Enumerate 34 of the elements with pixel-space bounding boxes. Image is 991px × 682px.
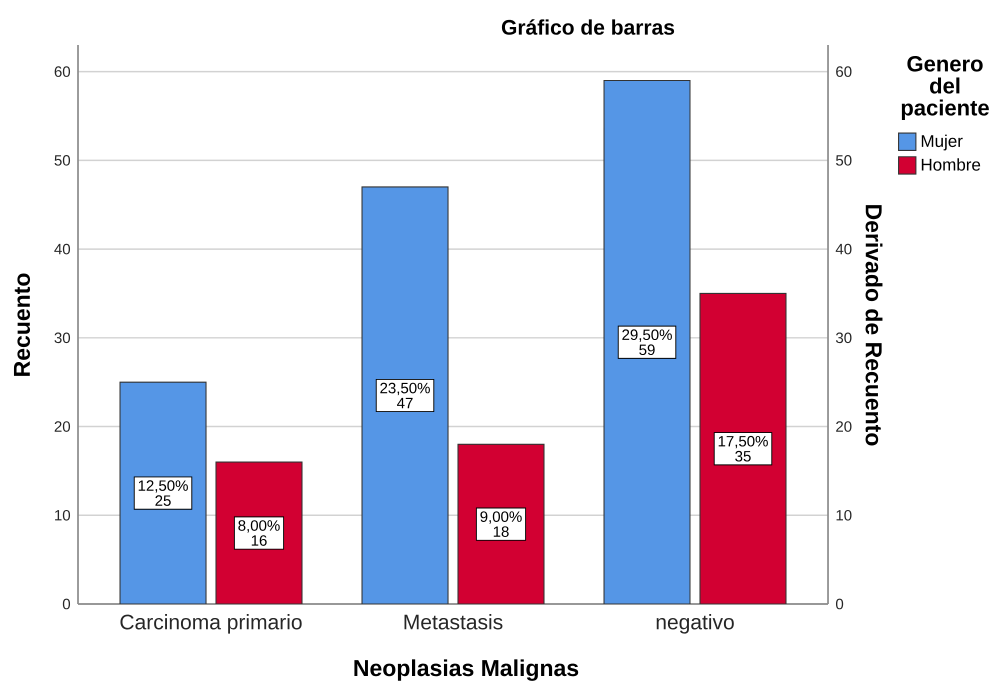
chart-title: Gráfico de barras: [502, 19, 674, 35]
x-tick-label: Carcinoma primario: [120, 614, 302, 634]
bar: [699, 292, 787, 604]
data-label: 12,50% 25: [138, 480, 188, 506]
y2-tick-label: 10: [836, 510, 852, 521]
data-label: 23,50% 47: [380, 382, 430, 408]
y-tick-label: 20: [54, 421, 70, 432]
y2-tick-label: 20: [836, 421, 852, 432]
y-tick-label: 10: [55, 510, 70, 521]
x-axis-title: Neoplasias Malignas: [354, 659, 578, 681]
bar: [361, 186, 449, 604]
legend-label: Hombre: [922, 158, 980, 171]
bar: [119, 382, 207, 604]
data-label: 8,00% 16: [238, 520, 280, 546]
y-tick-label: 60: [54, 66, 70, 77]
data-label: 17,50% 35: [718, 436, 768, 462]
y-tick-label: 50: [54, 155, 70, 166]
y-tick-label: 0: [62, 598, 70, 610]
y2-tick-label: 60: [836, 66, 852, 77]
y-tick-label: 30: [54, 332, 70, 344]
x-tick-label: Metastasis: [404, 614, 502, 630]
bar: [603, 80, 691, 604]
y2-tick-label: 40: [836, 244, 852, 254]
data-label: 29,50% 59: [622, 329, 672, 356]
y2-tick-label: 50: [836, 155, 852, 166]
y-axis-title: Recuento: [14, 274, 30, 376]
data-label: 9,00% 18: [480, 511, 522, 537]
y2-tick-label: 0: [836, 598, 844, 610]
legend-title: Genero del paciente: [902, 56, 989, 120]
legend-label: Mujer: [922, 134, 963, 150]
y2-tick-label: 30: [836, 332, 852, 344]
y-tick-label: 40: [54, 244, 70, 254]
y2-axis-title: Derivado de Recuento: [866, 205, 882, 446]
x-tick-label: negativo: [656, 614, 734, 634]
